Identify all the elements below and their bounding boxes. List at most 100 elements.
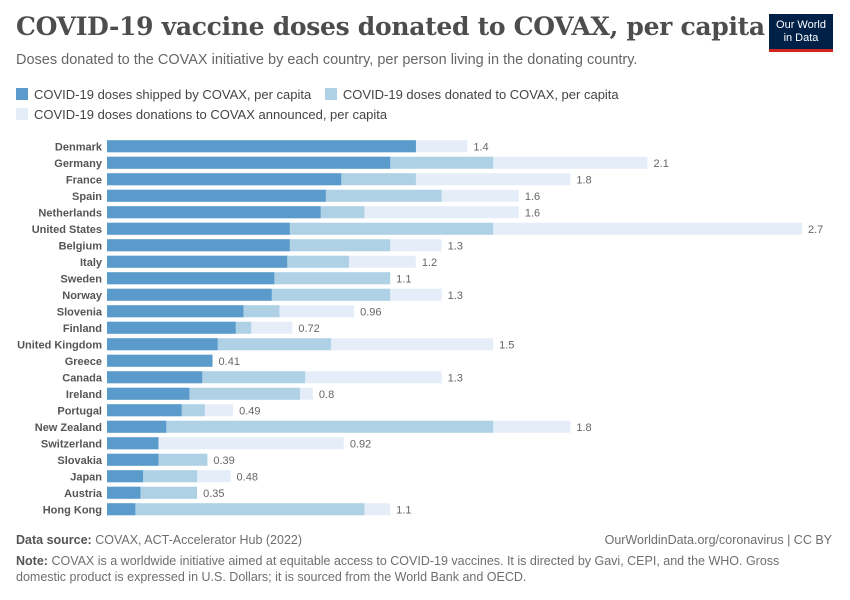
logo-line-2: in Data: [783, 31, 819, 44]
bar-shipped[interactable]: [107, 272, 275, 285]
value-label: 0.35: [203, 488, 224, 500]
bar-shipped[interactable]: [107, 338, 218, 351]
bar-row-new-zealand[interactable]: New Zealand 1.8: [35, 420, 592, 434]
category-label: Slovenia: [57, 306, 103, 318]
bar-shipped[interactable]: [107, 486, 141, 499]
chart-title: COVID-19 vaccine doses donated to COVAX,…: [16, 12, 765, 41]
value-label: 1.5: [499, 339, 514, 351]
bar-shipped[interactable]: [107, 222, 290, 235]
owid-logo[interactable]: Our World in Data: [769, 14, 833, 52]
bar-shipped[interactable]: [107, 156, 391, 169]
chart-footer: Data source: COVAX, ACT-Accelerator Hub …: [16, 533, 832, 585]
category-label: Netherlands: [38, 207, 102, 219]
value-label: 2.7: [808, 224, 823, 236]
value-label: 1.2: [422, 257, 437, 269]
bar-shipped[interactable]: [107, 404, 182, 417]
bar-shipped[interactable]: [107, 437, 159, 450]
bar-donated[interactable]: [107, 503, 365, 516]
bar-donated[interactable]: [107, 420, 494, 433]
bar-row-austria[interactable]: Austria 0.35: [64, 486, 225, 500]
bar-row-slovakia[interactable]: Slovakia 0.39: [57, 453, 235, 467]
bar-shipped[interactable]: [107, 239, 290, 252]
value-label: 1.1: [396, 273, 411, 285]
category-label: Spain: [72, 191, 102, 203]
credit-link[interactable]: OurWorldinData.org/coronavirus | CC BY: [604, 533, 832, 547]
legend-swatch-shipped: [16, 88, 28, 100]
bar-shipped[interactable]: [107, 470, 144, 483]
bar-shipped[interactable]: [107, 354, 213, 367]
value-label: 0.41: [219, 356, 240, 368]
bar-row-canada[interactable]: Canada 1.3: [62, 371, 463, 384]
value-label: 0.96: [360, 306, 381, 318]
bar-shipped[interactable]: [107, 453, 159, 466]
source-label: Data source:: [16, 533, 92, 547]
value-label: 1.1: [396, 504, 411, 516]
value-label: 0.39: [213, 455, 234, 467]
value-label: 0.8: [319, 389, 334, 401]
bar-row-sweden[interactable]: Sweden 1.1: [60, 272, 411, 285]
bar-row-hong-kong[interactable]: Hong Kong 1.1: [43, 503, 412, 516]
bar-row-belgium[interactable]: Belgium 1.3: [59, 239, 463, 252]
bar-row-france[interactable]: France 1.8: [66, 173, 592, 186]
legend-item-announced[interactable]: COVID-19 doses donations to COVAX announ…: [16, 104, 387, 124]
value-label: 1.6: [525, 191, 540, 203]
bar-shipped[interactable]: [107, 173, 342, 186]
bar-shipped[interactable]: [107, 288, 272, 301]
value-label: 1.3: [448, 372, 463, 384]
value-label: 1.4: [473, 141, 488, 153]
note-label: Note:: [16, 554, 48, 568]
category-label: Japan: [70, 471, 102, 483]
bar-shipped[interactable]: [107, 255, 288, 268]
legend-item-donated[interactable]: COVID-19 doses donated to COVAX, per cap…: [324, 84, 619, 104]
bar-shipped[interactable]: [107, 305, 244, 318]
bar-shipped[interactable]: [107, 420, 167, 433]
legend-label-announced: COVID-19 doses donations to COVAX announ…: [34, 106, 388, 122]
category-label: Canada: [62, 372, 103, 384]
category-label: Switzerland: [41, 438, 102, 450]
bar-shipped[interactable]: [107, 503, 136, 516]
bar-announced[interactable]: [107, 437, 344, 450]
bar-shipped[interactable]: [107, 189, 326, 202]
bar-row-greece[interactable]: Greece 0.41: [65, 354, 240, 368]
chart-subtitle: Doses donated to the COVAX initiative by…: [16, 52, 638, 68]
bar-row-germany[interactable]: Germany 2.1: [54, 156, 669, 170]
legend-swatch-announced: [16, 108, 28, 120]
bar-shipped[interactable]: [107, 206, 321, 219]
value-label: 0.48: [237, 471, 258, 483]
bar-row-norway[interactable]: Norway 1.3: [62, 288, 463, 302]
bar-row-slovenia[interactable]: Slovenia 0.96: [57, 305, 382, 318]
category-label: Hong Kong: [43, 504, 102, 516]
bar-shipped[interactable]: [107, 321, 236, 334]
category-label: United States: [32, 224, 102, 236]
bar-shipped[interactable]: [107, 371, 203, 384]
category-label: Belgium: [59, 240, 103, 252]
bar-row-italy[interactable]: Italy 1.2: [80, 255, 437, 269]
bar-row-spain[interactable]: Spain 1.6: [72, 189, 540, 203]
logo-line-1: Our World: [776, 18, 826, 31]
legend-label-donated: COVID-19 doses donated to COVAX, per cap…: [342, 86, 619, 102]
source-line: Data source: COVAX, ACT-Accelerator Hub …: [16, 533, 832, 549]
value-label: 0.92: [350, 438, 371, 450]
category-label: Ireland: [66, 389, 102, 401]
bar-row-japan[interactable]: Japan 0.48: [70, 470, 258, 483]
value-label: 1.3: [448, 240, 463, 252]
category-label: Greece: [65, 356, 102, 368]
value-label: 2.1: [654, 158, 669, 170]
bar-row-united-kingdom[interactable]: United Kingdom 1.5: [17, 338, 514, 351]
category-label: Italy: [80, 257, 103, 269]
value-label: 1.8: [576, 422, 591, 434]
bar-row-finland[interactable]: Finland 0.72: [63, 321, 320, 335]
legend-label-shipped: COVID-19 doses shipped by COVAX, per cap…: [34, 86, 312, 102]
bar-row-ireland[interactable]: Ireland 0.8: [66, 387, 334, 401]
bar-row-netherlands[interactable]: Netherlands 1.6: [38, 206, 540, 219]
bar-shipped[interactable]: [107, 140, 416, 153]
bar-row-portugal[interactable]: Portugal 0.49: [57, 404, 261, 417]
bar-row-united-states[interactable]: United States 2.7: [32, 222, 824, 236]
bar-row-switzerland[interactable]: Switzerland 0.92: [41, 437, 371, 450]
bar-shipped[interactable]: [107, 387, 190, 400]
chart-legend: COVID-19 doses shipped by COVAX, per cap…: [16, 84, 716, 124]
bar-chart: Denmark 1.4 Germany 2.1 France 1.8 Spain 1.6 Net…: [17, 140, 824, 516]
category-label: Austria: [64, 488, 103, 500]
legend-item-shipped[interactable]: COVID-19 doses shipped by COVAX, per cap…: [16, 84, 311, 104]
bar-row-denmark[interactable]: Denmark 1.4: [55, 140, 489, 153]
